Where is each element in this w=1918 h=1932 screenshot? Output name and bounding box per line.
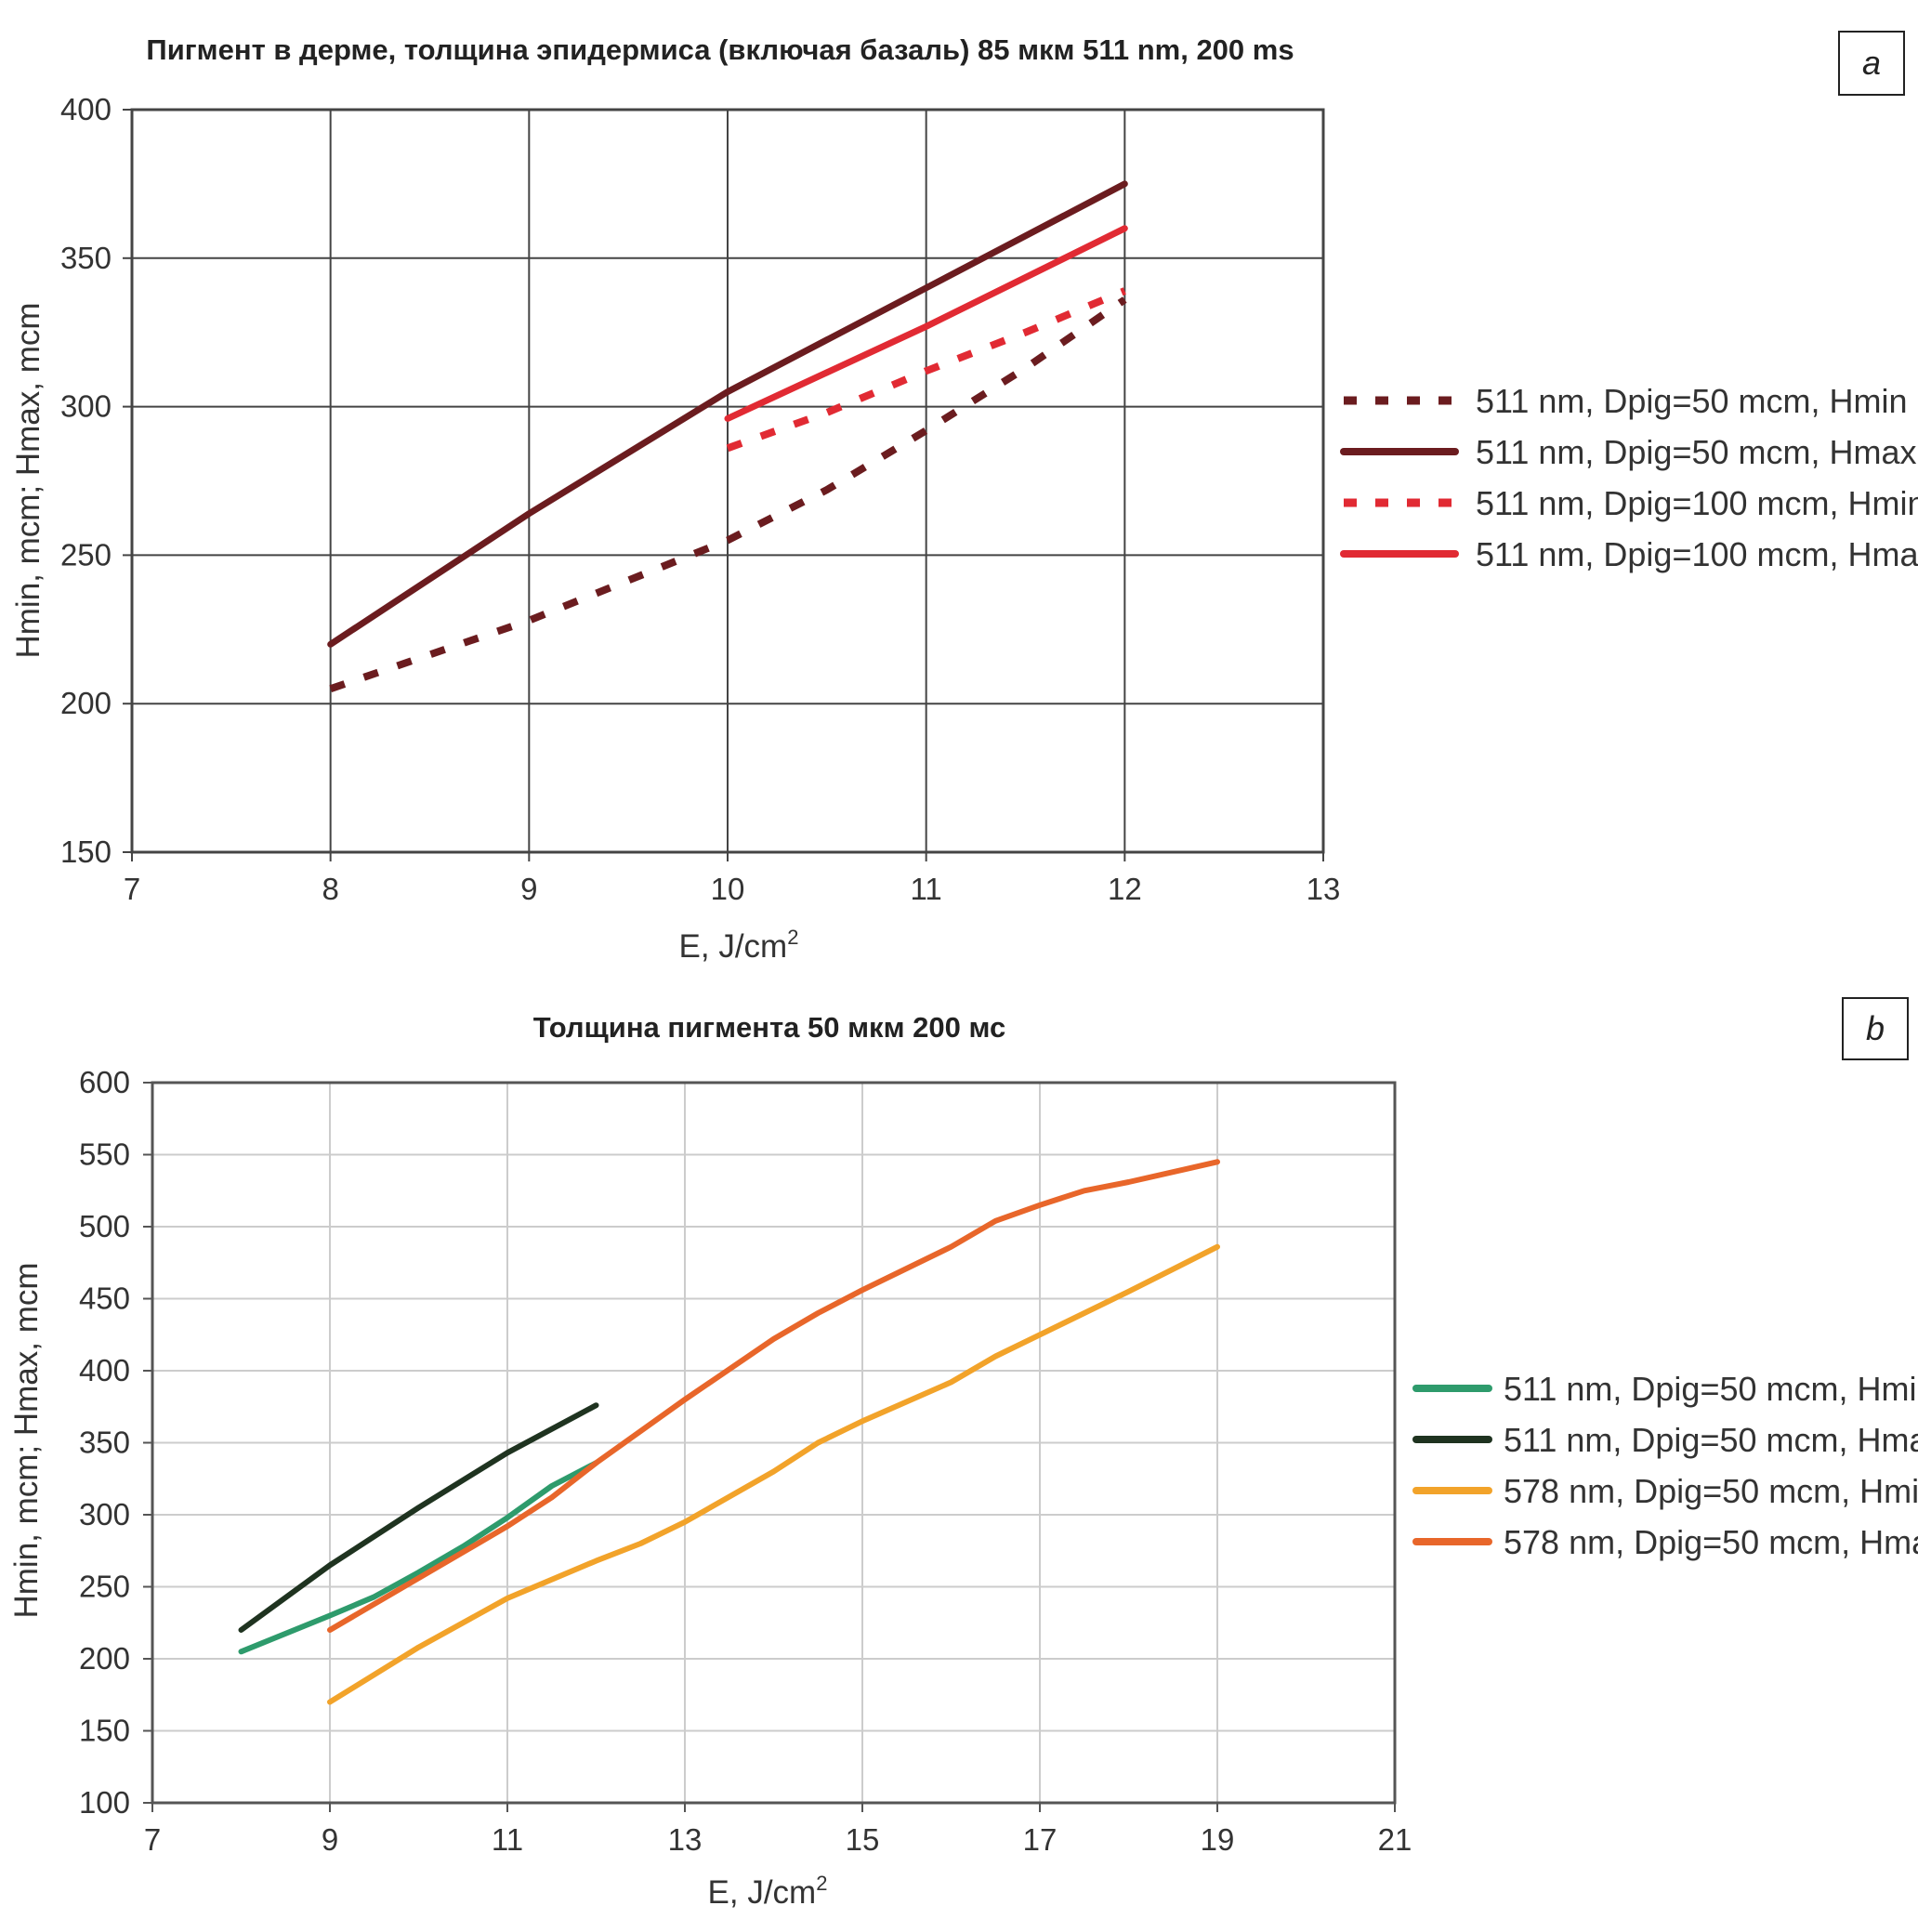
panel-a-x-tick-label: 10 [711, 872, 745, 906]
panel-b-y-axis-label: Hmin, mcm; Hmax, mcm [8, 1262, 45, 1618]
panel-b-gridlines [151, 1081, 1397, 1805]
panel-a-legend-label-1: 511 nm, Dpig=50 mcm, Hmax [1476, 433, 1917, 471]
panel-a-x-tick-label: 12 [1108, 872, 1142, 906]
panel-a-x-tick-label: 7 [124, 872, 140, 906]
panel-b-y-tick-label: 350 [79, 1426, 130, 1460]
panel-b-title: Толщина пигмента 50 мкм 200 мс [533, 1011, 1005, 1044]
panel-b-x-tick-label: 15 [846, 1822, 880, 1857]
panel-b-chart: Толщина пигмента 50 мкм 200 мс b 7 9 11 13 1… [8, 997, 1918, 1911]
panel-a-x-axis-label-main: E, J/cm [679, 928, 788, 965]
panel-b-y-tick-label: 200 [79, 1641, 130, 1676]
panel-a-chart: Пигмент в дерме, толщина эпидермиса (вкл… [10, 31, 1918, 965]
panel-b-legend-label-0: 511 nm, Dpig=50 mcm, Hmin [1504, 1370, 1918, 1408]
panel-a-series-line-3 [724, 225, 1128, 422]
panel-a-y-tick-label: 400 [60, 92, 112, 126]
panel-b-series-line-0 [238, 1460, 599, 1655]
panel-b-legend-label-2: 578 nm, Dpig=50 mcm, Hmin [1504, 1472, 1918, 1510]
panel-a-series-line-2 [726, 287, 1126, 453]
panel-a-legend: 511 nm, Dpig=50 mcm, Hmin 511 nm, Dpig=50… [1340, 382, 1918, 573]
panel-a-tick-labels: 7 8 9 10 11 12 13 150 200 250 300 350 400 [60, 92, 1340, 906]
panel-b-legend-label-1: 511 nm, Dpig=50 mcm, Hmax [1504, 1421, 1918, 1459]
panel-a-x-axis-label-sup: 2 [787, 926, 798, 949]
panel-a-legend-label-2: 511 nm, Dpig=100 mcm, Hmin [1476, 484, 1918, 522]
panel-b-x-tick-label: 7 [144, 1822, 161, 1857]
panel-b-series-line-1 [238, 1402, 599, 1633]
panel-a-series [327, 180, 1128, 692]
panel-a-y-tick-label: 150 [60, 835, 112, 869]
panel-a-series-line-1 [327, 180, 1128, 648]
panel-b-x-tick-label: 21 [1378, 1822, 1412, 1857]
panel-b-series-line-3 [327, 1159, 1220, 1633]
panel-a-series-line-0 [329, 296, 1127, 692]
panel-b-x-axis-label-sup: 2 [816, 1872, 827, 1895]
panel-a-y-axis-label: Hmin, mcm; Hmax, mcm [10, 302, 46, 658]
panel-a-x-tick-label: 9 [520, 872, 537, 906]
panel-b-y-tick-label: 600 [79, 1065, 130, 1099]
panel-b-x-tick-label: 13 [668, 1822, 703, 1857]
panel-b-y-tick-label: 150 [79, 1714, 130, 1748]
panel-b-y-tick-label: 450 [79, 1281, 130, 1316]
panel-b-letter-box [1842, 997, 1909, 1060]
panel-a-y-tick-label: 300 [60, 389, 112, 424]
panel-a-x-tick-label: 11 [911, 872, 942, 906]
panel-a-letter-box [1838, 31, 1905, 96]
panel-a-legend-label-0: 511 nm, Dpig=50 mcm, Hmin [1476, 382, 1908, 420]
panel-a-y-tick-label: 250 [60, 537, 112, 572]
panel-a-gridlines [130, 108, 1325, 854]
panel-b-y-tick-label: 400 [79, 1353, 130, 1387]
panel-b-legend: 511 nm, Dpig=50 mcm, Hmin 511 nm, Dpig=50… [1412, 1370, 1918, 1561]
panel-a-y-tick-label: 200 [60, 686, 112, 720]
panel-b-y-tick-label: 100 [79, 1785, 130, 1820]
panel-a-y-tick-label: 350 [60, 241, 112, 275]
panel-b-y-tick-label: 550 [79, 1137, 130, 1172]
panel-b-letter: b [1866, 1009, 1885, 1047]
panel-a-letter: a [1862, 44, 1881, 82]
panel-b-series [238, 1159, 1220, 1705]
panel-b-x-tick-label: 11 [492, 1822, 523, 1857]
panel-b-x-tick-label: 17 [1023, 1822, 1058, 1857]
panel-a-x-tick-label: 8 [322, 872, 338, 906]
panel-b-legend-label-3: 578 nm, Dpig=50 mcm, Hmax [1504, 1523, 1918, 1561]
panel-b-y-tick-label: 300 [79, 1497, 130, 1531]
panel-b-tick-labels: 7 9 11 13 15 17 19 21 100 150 200 250 300 350 400 450 50… [79, 1065, 1412, 1857]
panel-b-y-tick-label: 250 [79, 1570, 130, 1604]
panel-b-series-line-2 [327, 1243, 1220, 1705]
panel-b-x-axis-label-main: E, J/cm [708, 1874, 817, 1911]
panel-a-title: Пигмент в дерме, толщина эпидермиса (вкл… [146, 33, 1294, 66]
panel-b-x-tick-label: 9 [322, 1822, 338, 1857]
panel-b-x-tick-label: 19 [1201, 1822, 1235, 1857]
panel-a-x-tick-label: 13 [1307, 872, 1341, 906]
panel-b-y-tick-label: 500 [79, 1209, 130, 1243]
panel-a-x-axis-label: E, J/cm2 [679, 926, 799, 965]
panel-b-x-axis-label: E, J/cm2 [708, 1872, 828, 1911]
panel-a-legend-label-3: 511 nm, Dpig=100 mcm, Hmax [1476, 535, 1918, 573]
